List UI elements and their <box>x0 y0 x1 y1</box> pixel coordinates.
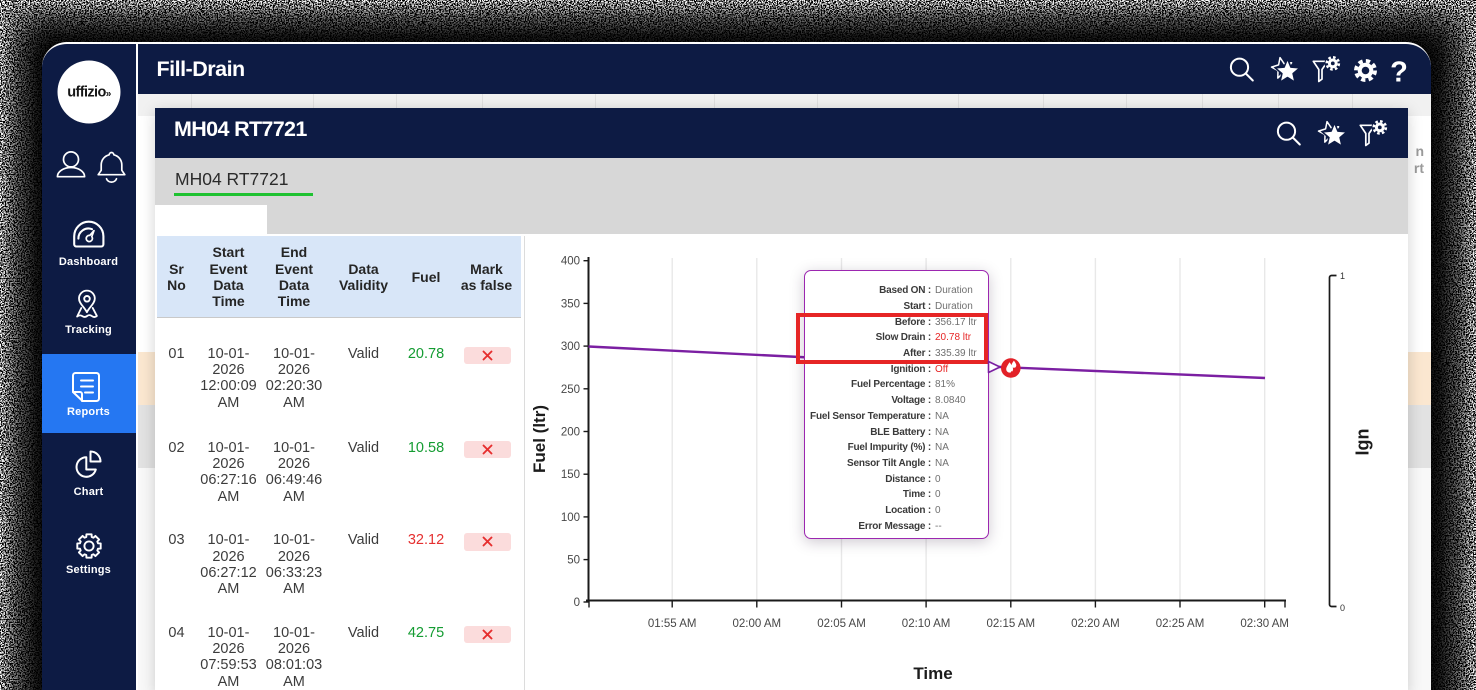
svg-text:»: » <box>106 89 112 100</box>
svg-text:uffizio: uffizio <box>67 85 106 101</box>
svg-text:?: ? <box>1390 57 1408 89</box>
